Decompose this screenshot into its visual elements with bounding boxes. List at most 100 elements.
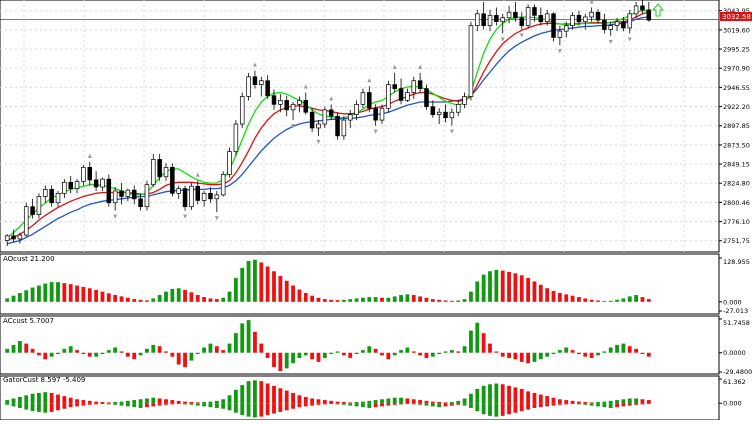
gator-lower-bar <box>341 403 346 405</box>
gator-lower-bar <box>87 403 92 405</box>
bull-candle <box>449 111 455 119</box>
bull-candle <box>23 206 29 236</box>
gator-lower-bar <box>310 403 315 406</box>
gator-upper-bar <box>316 399 321 404</box>
ac-bar <box>411 351 416 353</box>
gator-tick-label: 61.362 <box>723 378 746 386</box>
ac-bar <box>627 346 632 353</box>
gator-lower-bar <box>125 403 130 407</box>
gator-upper-bar <box>81 400 86 404</box>
gator-upper-bar <box>430 401 435 404</box>
ac-bar <box>49 352 54 357</box>
gator-upper-bar <box>557 399 562 404</box>
bear-candle <box>392 84 397 89</box>
gator-lower-bar <box>240 403 245 416</box>
gator-lower-bar <box>106 403 111 405</box>
gator-upper-bar <box>399 397 403 404</box>
gator-upper-bar <box>367 400 372 404</box>
gator-lower-bar <box>545 403 550 407</box>
bear-candle <box>602 19 607 30</box>
gator-upper-bar <box>87 400 92 404</box>
ac-bar <box>488 343 492 353</box>
gator-upper-bar <box>564 400 569 404</box>
gator-upper-bar <box>297 395 302 404</box>
ac-bar <box>634 348 639 353</box>
ac-bar <box>367 346 372 353</box>
ac-bar <box>513 352 518 360</box>
gator-lower-bar <box>437 403 442 408</box>
ao-bar <box>322 299 327 302</box>
ac-bar <box>646 352 651 357</box>
gator-lower-bar <box>5 403 10 405</box>
bull-candle <box>62 181 67 194</box>
ac-bar <box>621 343 626 353</box>
ao-bar <box>68 284 73 302</box>
ao-bar <box>240 267 245 302</box>
ao-bar <box>424 297 429 302</box>
gator-lower-bar <box>449 403 454 406</box>
gator-upper-bar <box>11 398 16 404</box>
fractal-up-arrow-icon <box>392 64 397 69</box>
ao-bar <box>507 271 511 302</box>
bull-candle <box>55 192 61 204</box>
ac-bar <box>259 343 264 353</box>
bear-candle <box>30 206 35 215</box>
gator-upper-bar <box>138 399 143 404</box>
ao-bar <box>627 296 632 302</box>
bull-candle <box>125 189 131 197</box>
gator-upper-bar <box>456 400 461 404</box>
ao-bar <box>392 296 397 302</box>
ac-bar <box>253 331 257 353</box>
fractal-down-arrow-icon <box>316 139 321 144</box>
gator-lower-bar <box>227 403 232 411</box>
gator-lower-bar <box>272 403 276 414</box>
gator-upper-bar <box>259 381 264 404</box>
gator-upper-bar <box>373 400 378 404</box>
ac-bar <box>532 352 537 362</box>
ac-bar <box>75 350 79 353</box>
bull-candle <box>633 5 639 15</box>
gator-upper-bar <box>195 402 200 404</box>
ao-bar <box>361 297 365 302</box>
bull-candle <box>144 184 150 208</box>
gator-upper-bar <box>348 402 353 404</box>
bull-candle <box>36 196 42 215</box>
bull-candle <box>259 80 264 86</box>
gator-lower-bar <box>81 403 86 406</box>
gator-lower-bar <box>602 403 607 408</box>
ao-bar <box>596 300 600 302</box>
gator-upper-bar <box>577 401 581 404</box>
gator-upper-bar <box>151 397 156 404</box>
ao-bar <box>164 291 168 302</box>
bull-candle <box>354 103 359 115</box>
fractal-down-arrow-icon <box>627 37 632 42</box>
ao-bar <box>291 285 295 302</box>
bear-candle <box>328 109 334 117</box>
ac-bar <box>202 347 207 353</box>
gator-lower-bar <box>443 403 448 407</box>
ac-bar <box>361 350 365 353</box>
gator-upper-bar <box>418 400 423 404</box>
ao-bar <box>500 270 505 302</box>
ac-tick-label: 0.0000 <box>723 349 746 357</box>
ac-bar <box>564 347 569 353</box>
bear-candle <box>646 9 652 21</box>
ac-bar <box>392 352 397 356</box>
gator-upper-bar <box>634 398 639 404</box>
fractal-down-arrow-icon <box>449 129 454 134</box>
bear-candle <box>195 185 201 201</box>
ac-bar <box>310 352 315 360</box>
ao-bar <box>348 299 353 302</box>
ac-bar <box>240 323 245 353</box>
price-tick-label: 2751.75 <box>723 237 750 245</box>
ac-bar <box>119 351 124 353</box>
gator-upper-bar <box>640 399 645 404</box>
ac-bar <box>602 351 607 353</box>
gator-lower-bar <box>348 403 353 406</box>
gator-upper-bar <box>240 385 245 404</box>
price-tick-label: 2776.10 <box>723 218 750 226</box>
gator-upper-bar <box>284 390 289 404</box>
ao-bar <box>132 299 137 302</box>
